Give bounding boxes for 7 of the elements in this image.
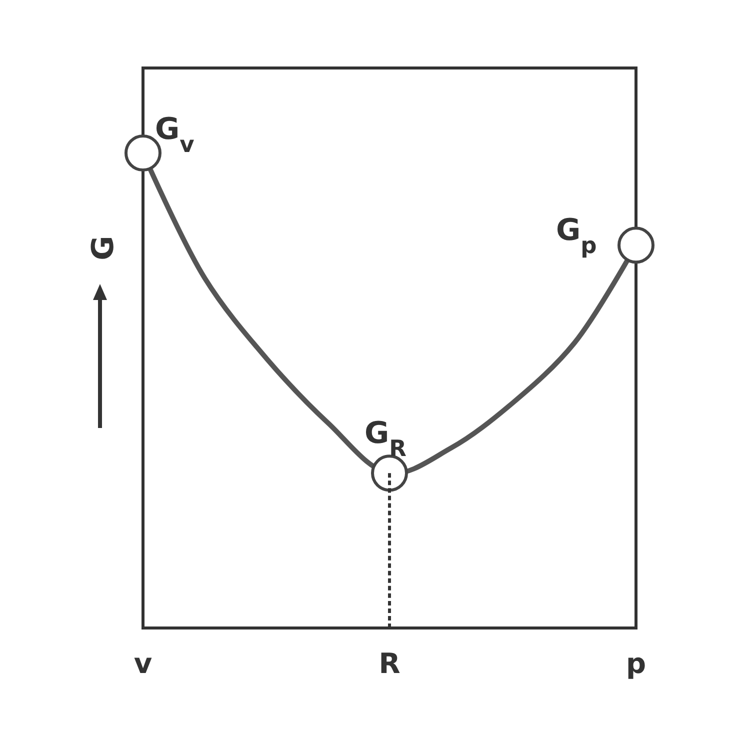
x-tick-label: p bbox=[626, 647, 646, 680]
x-tick-label: R bbox=[378, 647, 400, 680]
y-axis-title: G bbox=[86, 236, 121, 260]
annotation: G$_{R}$ bbox=[364, 416, 406, 462]
annotation: G$_{v}$ bbox=[155, 112, 195, 158]
x-tick-label: v bbox=[134, 647, 152, 680]
annotation: G$_{p}$ bbox=[556, 213, 597, 260]
